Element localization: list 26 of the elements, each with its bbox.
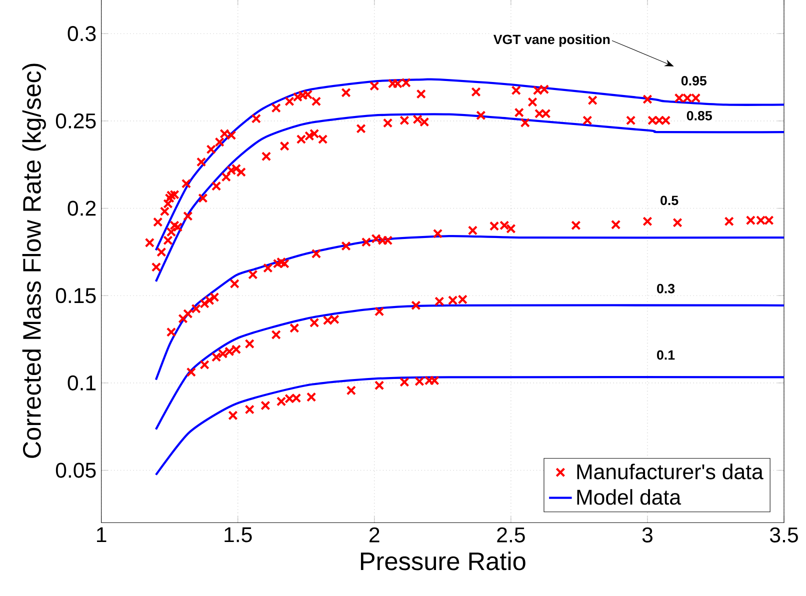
x-tick-label: 2 <box>370 527 380 542</box>
x-tick-label: 2.5 <box>497 527 525 542</box>
y-axis-title: Corrected Mass Flow Rate (kg/sec) <box>22 64 46 458</box>
x-tick-label: 1 <box>97 527 106 542</box>
annotation: 0.1 <box>657 350 675 360</box>
y-tick-label: 0.3 <box>68 26 96 42</box>
annotation: 0.85 <box>686 110 712 120</box>
x-tick-label: 1.5 <box>224 527 252 542</box>
line-series <box>154 78 784 252</box>
y-tick-label: 0.1 <box>68 375 96 390</box>
x-tick-label: 3 <box>642 527 652 542</box>
x-tick-label: 3.5 <box>770 527 798 542</box>
y-tick-label: 0.2 <box>68 200 96 216</box>
line-series <box>154 234 784 381</box>
legend-label: Model data <box>577 489 682 505</box>
x-axis-title: Pressure Ratio <box>360 552 526 570</box>
annotation: 0.95 <box>681 76 706 86</box>
y-tick-label: 0.05 <box>56 462 96 478</box>
y-tick-label: 0.25 <box>56 113 96 128</box>
line-series <box>154 113 784 283</box>
annotation: 0.5 <box>660 196 678 206</box>
y-tick-label: 0.15 <box>56 288 96 304</box>
line-series <box>154 304 784 430</box>
legend-label: Manufacturer's data <box>577 464 764 480</box>
annotation: 0.3 <box>657 284 675 294</box>
annotation: VGT vane position <box>493 34 610 47</box>
